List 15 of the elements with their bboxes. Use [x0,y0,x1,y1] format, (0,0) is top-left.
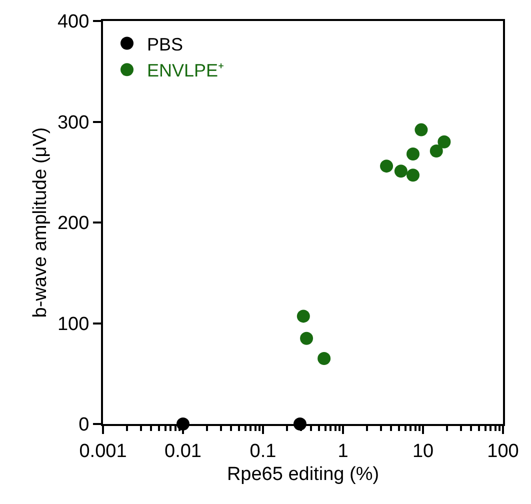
y-tick-label: 0 [78,414,90,436]
x-tick-label: 0.1 [250,440,276,462]
x-tick-label: 100 [487,440,519,462]
x-tick-label: 0.01 [164,440,202,462]
legend-label: ENVLPE⁺ [147,60,224,81]
y-tick-label: 400 [57,12,90,33]
x-tick-label: 10 [412,440,434,462]
y-tick-label: 200 [57,213,90,234]
y-tick-label: 100 [57,314,90,335]
x-tick-label: 1 [338,440,348,462]
y-tick-label: 300 [57,112,90,134]
legend-label: PBS [147,34,184,54]
x-axis-title: Rpe65 editing (%) [226,464,380,486]
y-axis-title: b-wave amplitude (μV) [30,127,51,318]
x-tick-label: 0.001 [79,440,127,462]
